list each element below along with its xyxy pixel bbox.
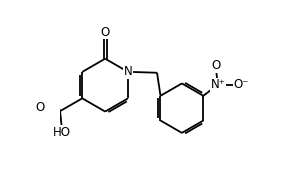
Text: O⁻: O⁻ [233, 78, 248, 91]
Text: O: O [100, 26, 110, 39]
Text: HO: HO [53, 126, 71, 139]
Text: O: O [36, 101, 45, 114]
Text: N: N [124, 65, 132, 78]
Text: N⁺: N⁺ [210, 78, 225, 91]
Text: O: O [211, 59, 221, 72]
